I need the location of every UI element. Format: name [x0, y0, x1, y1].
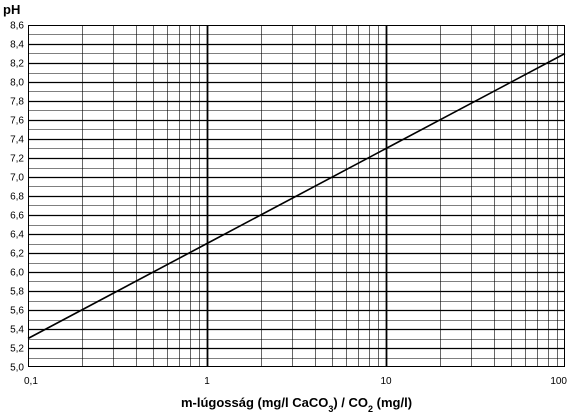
x-tick-label: 0,1	[24, 376, 38, 387]
y-tick-label: 7,0	[10, 173, 24, 184]
y-tick-label: 5,4	[10, 325, 24, 336]
y-tick-label: 5,0	[10, 363, 24, 374]
x-tick-label: 100	[550, 376, 567, 387]
y-tick-label: 5,8	[10, 287, 24, 298]
y-tick-label: 7,8	[10, 97, 24, 108]
x-tick-label: 10	[380, 376, 392, 387]
y-tick-label: 6,8	[10, 192, 24, 203]
y-tick-label: 7,4	[10, 135, 24, 146]
y-tick-label: 5,2	[10, 344, 24, 355]
series-line	[27, 52, 566, 340]
x-axis-label-subscript: 3	[328, 404, 333, 413]
y-tick-label: 8,6	[10, 21, 24, 32]
x-axis-label-part: (mg/l)	[373, 395, 412, 410]
y-tick-label: 8,0	[10, 78, 24, 89]
y-tick-label: 6,2	[10, 249, 24, 260]
series-layer	[27, 52, 566, 340]
y-tick-label: 7,6	[10, 116, 24, 127]
y-axis-label: pH	[3, 2, 20, 17]
x-axis-label-subscript: 2	[368, 404, 373, 413]
y-tick-label: 6,6	[10, 211, 24, 222]
x-axis-label: m-lúgosság (mg/l CaCO3) / CO2 (mg/l)	[181, 395, 412, 413]
x-tick-labels: 0,1 1 10 100	[24, 376, 567, 387]
plot-frame	[28, 25, 565, 367]
y-tick-label: 5,6	[10, 306, 24, 317]
x-tick-label: 1	[204, 376, 210, 387]
x-axis-label-part: ) / CO	[333, 395, 368, 410]
y-tick-label: 8,2	[10, 59, 24, 70]
y-tick-label: 7,2	[10, 154, 24, 165]
x-axis-label-part: m-lúgosság (mg/l CaCO	[181, 395, 328, 410]
y-tick-label: 6,4	[10, 230, 24, 241]
y-tick-label: 8,4	[10, 40, 24, 51]
y-tick-labels: 5,0 5,2 5,4 5,6 5,8 6,0 6,2 6,4 6,6 6,8 7,0 7,2 7,4 7…	[10, 21, 24, 374]
y-tick-label: 6,0	[10, 268, 24, 279]
